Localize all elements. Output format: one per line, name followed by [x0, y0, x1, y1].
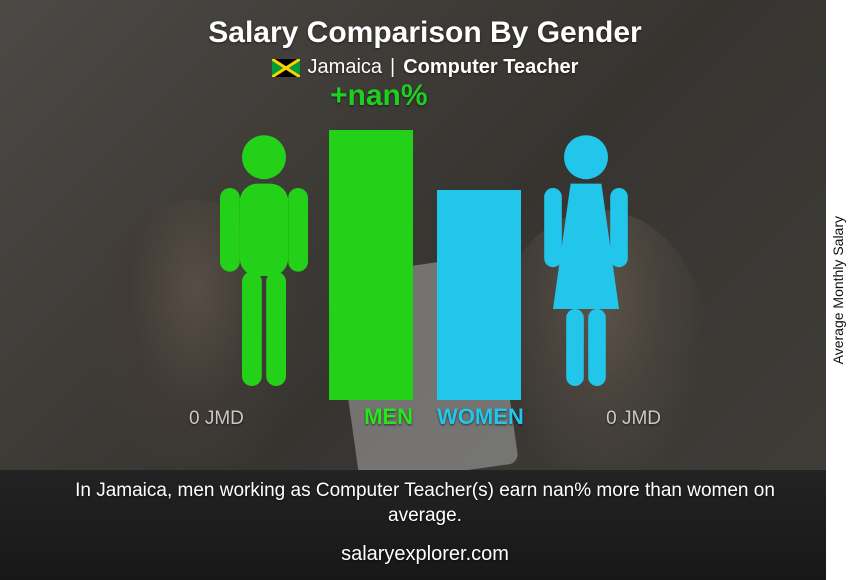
content-overlay: Salary Comparison By Gender Jamaica | Co… — [0, 0, 850, 580]
category-label-men: MEN — [364, 404, 413, 430]
difference-label: +nan% — [330, 79, 428, 113]
bar-men — [329, 130, 413, 400]
group-women: WOMEN 0 JMD — [437, 130, 641, 400]
group-men: 0 JMD MEN — [209, 130, 413, 400]
source-link[interactable]: salaryexplorer.com — [341, 543, 509, 566]
infographic-root: Average Monthly Salary Salary Comparison… — [0, 0, 850, 580]
subtitle-country: Jamaica — [308, 56, 382, 79]
subtitle-separator: | — [390, 56, 395, 79]
chart-area: +nan% 0 JMD MEN — [0, 79, 850, 400]
bar-women — [437, 190, 521, 400]
subtitle-role: Computer Teacher — [403, 56, 578, 79]
value-label-women: 0 JMD — [606, 408, 661, 430]
summary-text: In Jamaica, men working as Computer Teac… — [0, 478, 850, 529]
category-label-women: WOMEN — [437, 404, 524, 430]
male-figure-icon — [209, 130, 319, 400]
subtitle-row: Jamaica | Computer Teacher — [272, 56, 579, 79]
female-figure-icon — [531, 130, 641, 400]
jamaica-flag-icon — [272, 59, 300, 77]
value-label-men: 0 JMD — [189, 408, 244, 430]
page-title: Salary Comparison By Gender — [208, 16, 641, 50]
